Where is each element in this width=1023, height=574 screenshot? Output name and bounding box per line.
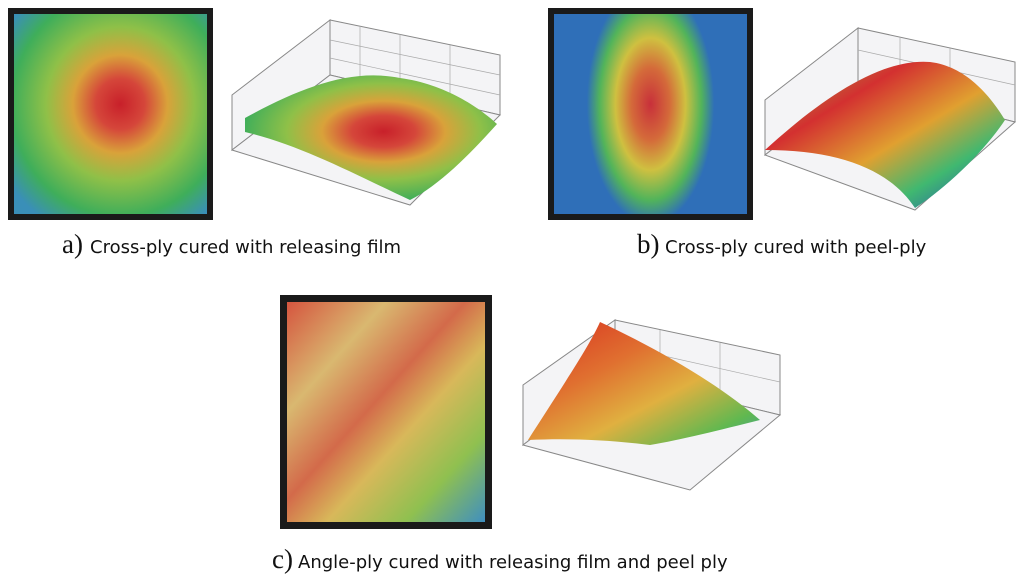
panel-label: b) <box>637 229 660 259</box>
surface-plot <box>763 26 1017 211</box>
panel-label: c) <box>272 544 293 574</box>
panel-c: c) Angle-ply cured with releasing film a… <box>272 295 782 574</box>
panel-caption: Cross-ply cured with peel-ply <box>665 237 927 258</box>
photo-map <box>554 14 747 214</box>
photo-map <box>287 302 485 522</box>
surface-plot <box>230 18 501 206</box>
panel-b: b) Cross-ply cured with peel-ply <box>548 8 1017 259</box>
panel-caption: Cross-ply cured with releasing film <box>90 237 401 258</box>
photo-map <box>14 14 207 214</box>
surface-plot <box>521 319 782 491</box>
panel-caption: Angle-ply cured with releasing film and … <box>298 552 728 573</box>
panel-a: a) Cross-ply cured with releasing film <box>8 8 501 259</box>
panel-label: a) <box>62 229 83 259</box>
